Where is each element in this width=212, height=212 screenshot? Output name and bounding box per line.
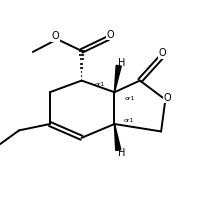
Text: O: O [164,92,171,103]
Text: H: H [118,148,125,158]
Text: or1: or1 [95,82,105,87]
Polygon shape [114,124,121,151]
Text: O: O [158,48,166,59]
Text: H: H [118,57,125,68]
Text: or1: or1 [125,96,135,101]
Text: O: O [106,30,114,40]
Text: O: O [52,31,59,41]
Polygon shape [114,65,121,92]
Text: or1: or1 [124,118,134,123]
